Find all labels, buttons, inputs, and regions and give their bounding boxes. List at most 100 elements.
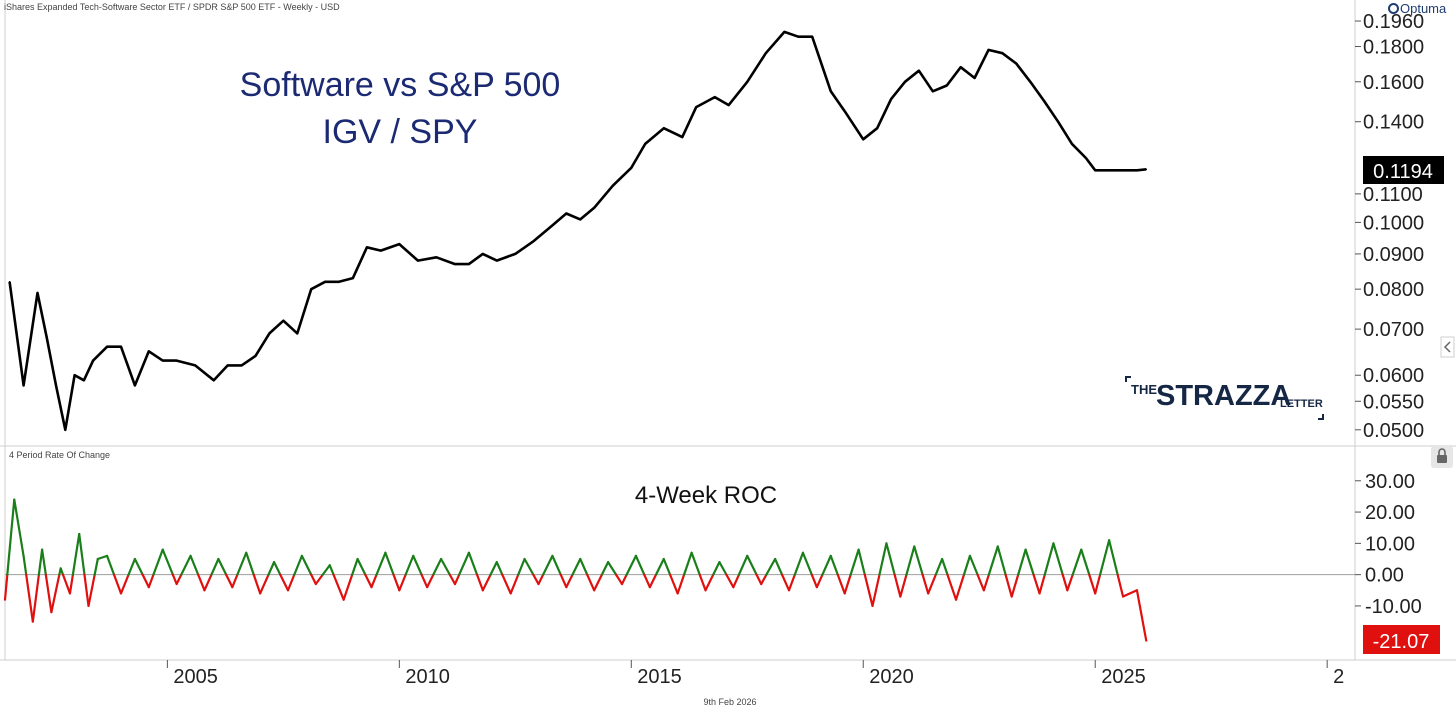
roc-segment (765, 557, 777, 576)
price-point (45, 336, 48, 339)
x-tick-label: 2 (1333, 666, 1344, 688)
roc-segment (127, 557, 136, 576)
price-axis: 0.0500 0.0550 0.0600 0.0700 0.0800 0.0900 0.10… (1355, 11, 1424, 442)
price-point (713, 96, 716, 98)
roc-segment (78, 532, 86, 576)
roc-segment (600, 561, 610, 576)
roc-segment (976, 573, 985, 592)
price-point (310, 288, 312, 290)
roc-segment (1017, 548, 1027, 576)
price-point (324, 280, 326, 283)
roc-segment (426, 573, 435, 589)
roc-segment (941, 557, 949, 576)
price-tick-label: 0.1960 (1363, 11, 1424, 33)
roc-segment (780, 573, 791, 592)
price-point (681, 136, 684, 138)
roc-segment (1004, 573, 1013, 598)
price-point (254, 355, 257, 357)
roc-segment (420, 573, 429, 589)
roc-segment (559, 573, 568, 589)
roc-segment (537, 573, 545, 586)
roc-segment (712, 561, 721, 576)
roc-segment (893, 573, 902, 598)
roc-segment (375, 551, 387, 576)
roc-segment (453, 573, 461, 586)
price-point (495, 259, 498, 262)
roc-segment (404, 554, 415, 576)
price-point (593, 206, 595, 209)
price-tick-label: 0.1000 (1363, 212, 1424, 234)
roc-segment (1032, 573, 1041, 595)
price-point (22, 384, 25, 387)
x-tick-label: 2020 (869, 666, 914, 688)
roc-segment (1038, 573, 1046, 595)
roc-segment (147, 573, 155, 589)
price-point (987, 49, 990, 51)
price-chart-subtitle: IGV / SPY (323, 113, 478, 151)
price-tick-label: 0.0500 (1363, 420, 1424, 442)
price-point (630, 167, 633, 169)
roc-segment (987, 545, 999, 576)
roc-segment (810, 573, 818, 589)
price-point (890, 98, 892, 100)
x-tick-label: 2005 (173, 666, 218, 688)
price-point (862, 138, 865, 141)
roc-segment (332, 573, 345, 601)
lock-icon[interactable] (1431, 446, 1453, 468)
roc-segment (1010, 573, 1020, 598)
price-point (797, 35, 800, 38)
roc-segment (300, 554, 313, 576)
roc-segment (161, 548, 174, 576)
optuma-logo: Optuma (1388, 1, 1446, 16)
roc-segment (829, 554, 839, 576)
price-point (1071, 143, 1073, 145)
roc-segment (509, 573, 520, 595)
roc-segment (871, 573, 881, 608)
roc-segment (614, 573, 624, 586)
roc-segment (189, 554, 200, 576)
roc-segment (3, 573, 9, 601)
roc-segment (863, 573, 874, 608)
roc-axis: -10.00 0.00 10.00 20.00 30.00 (1355, 471, 1422, 618)
roc-segment (1024, 548, 1035, 576)
roc-segment (1066, 573, 1074, 592)
roc-segment (934, 557, 944, 576)
price-point (352, 277, 354, 279)
roc-segment (760, 573, 768, 586)
price-point (268, 332, 271, 335)
roc-segment (133, 557, 144, 576)
price-point (1057, 120, 1059, 123)
roc-segment (398, 573, 407, 592)
roc-segment (448, 573, 457, 586)
roc-segment (83, 573, 90, 608)
roc-segment (668, 573, 679, 595)
roc-series (3, 498, 1148, 642)
roc-segment (180, 554, 192, 576)
roc-segment (236, 551, 248, 576)
roc-segment (718, 561, 728, 576)
price-point (551, 224, 554, 227)
roc-segment (41, 548, 47, 576)
roc-segment (662, 557, 672, 576)
price-point (1094, 169, 1097, 172)
roc-segment (203, 573, 213, 592)
roc-segment (22, 554, 28, 576)
price-point (36, 292, 39, 294)
roc-segment (606, 561, 618, 576)
price-tick-label: 0.1800 (1363, 37, 1424, 59)
last-roc-badge: -21.07 (1363, 625, 1440, 654)
price-point (175, 359, 178, 362)
roc-segment (112, 573, 123, 595)
price-point (932, 90, 934, 93)
collapse-chevron-icon[interactable] (1440, 336, 1455, 358)
roc-segment (542, 554, 554, 576)
roc-segment (210, 557, 220, 576)
roc-segment (683, 551, 693, 576)
roc-segment (571, 557, 582, 576)
roc-segment (44, 573, 53, 614)
roc-segment (532, 573, 540, 586)
price-point (1145, 168, 1148, 171)
roc-segment (927, 573, 937, 595)
price-point (973, 77, 976, 79)
roc-segment (370, 573, 378, 589)
